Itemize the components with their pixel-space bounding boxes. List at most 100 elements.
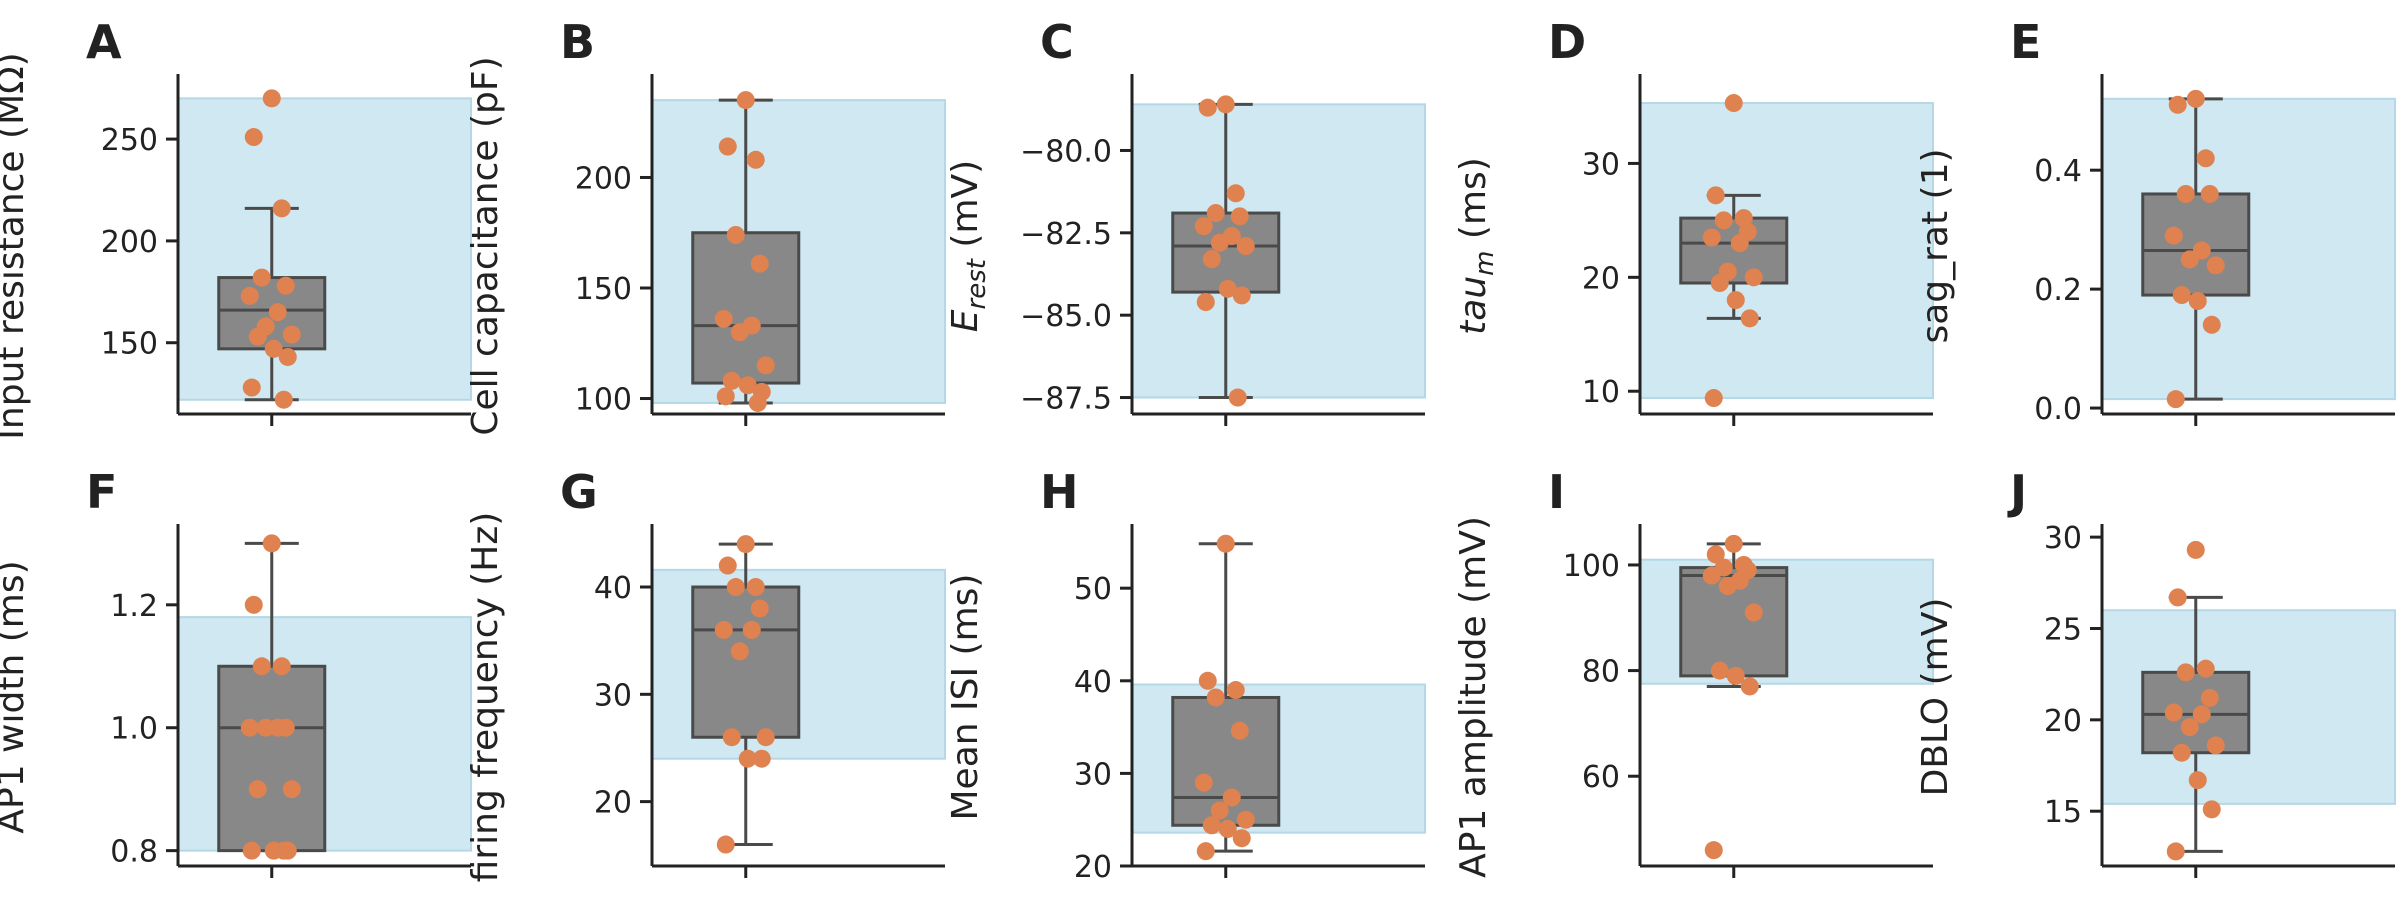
panel-e-point <box>2164 226 2183 245</box>
panel-f-point <box>272 657 291 676</box>
panel-b-point <box>730 323 749 342</box>
panel-j-y-axis-label: DBLO (mV) <box>1915 598 1956 797</box>
panel-a-point <box>276 276 295 295</box>
panel-e-point <box>2180 250 2199 269</box>
panel-c-point <box>1230 207 1249 226</box>
panel-c-point <box>1226 184 1245 203</box>
panel-g-point <box>722 728 741 747</box>
panel-d-point <box>1714 211 1733 230</box>
panel-d-y-tick-label: 10 <box>1582 375 1620 410</box>
panel-f-point <box>274 841 293 860</box>
panel-e-point <box>2186 89 2205 108</box>
panel-e-y-tick-label: 0.2 <box>2034 273 2082 308</box>
panel-g-y-tick-label: 40 <box>594 571 632 606</box>
panel-j-letter: J <box>2007 465 2027 519</box>
panel-e-point <box>2206 256 2225 275</box>
panel-a-point <box>282 325 301 344</box>
panel-d-point <box>1734 209 1753 228</box>
panel-f-point <box>282 780 301 799</box>
panel-g-y-tick-label: 30 <box>594 678 632 713</box>
panel-c-point <box>1198 98 1217 117</box>
panel-a-y-tick-label: 250 <box>101 123 158 158</box>
panel-h-point <box>1194 773 1213 792</box>
panel-a-point <box>244 128 263 147</box>
panel-h-box <box>1171 695 1281 827</box>
panel-a-point <box>242 378 261 397</box>
panel-c-point <box>1194 217 1213 236</box>
panel-a-point <box>268 303 287 322</box>
panel-f-y-axis-label: AP1 width (ms) <box>0 560 32 833</box>
panel-d-y-axis-label: taum (ms) <box>1453 157 1500 335</box>
panel-h-point <box>1196 842 1215 861</box>
panel-a-reference-band <box>177 97 472 401</box>
panel-h-point <box>1232 829 1251 848</box>
panel-a-point <box>240 286 259 305</box>
panel-e-y-tick-label: 0.0 <box>2034 392 2082 427</box>
panel-c-point <box>1218 279 1237 298</box>
panel-b-box <box>691 231 801 385</box>
panel-j-point <box>2180 718 2199 737</box>
panel-i-y-tick-label: 60 <box>1582 760 1620 795</box>
panel-i-point <box>1702 566 1721 585</box>
panel-h-point <box>1230 721 1249 740</box>
panel-b-letter: B <box>560 15 595 69</box>
panel-a-point <box>272 199 291 218</box>
panel-g-point <box>742 620 761 639</box>
panel-i-y-axis-label: AP1 amplitude (mV) <box>1453 516 1494 878</box>
panel-i-point <box>1724 534 1743 553</box>
panel-c-y-axis-label: Erest (mV) <box>945 160 992 332</box>
panel-j-point <box>2168 588 2187 607</box>
panel-e-point <box>2202 315 2221 334</box>
panel-a: 150 200 250 Input resistance (MΩ) A <box>0 15 472 440</box>
panel-h-y-axis-label: Mean ISI (ms) <box>945 574 986 821</box>
panel-g-point <box>736 535 755 554</box>
panel-i-point <box>1718 577 1737 596</box>
panel-j-point <box>2166 842 2185 861</box>
panel-h-y-tick-label: 30 <box>1074 757 1112 792</box>
panel-d-letter: D <box>1548 15 1586 69</box>
panel-c-point <box>1202 250 1221 269</box>
panel-g: 20 30 40 firing frequency (Hz) G <box>465 465 946 882</box>
panel-d-point <box>1702 228 1721 247</box>
panel-j-point <box>2172 743 2191 762</box>
panel-e-point <box>2176 184 2195 203</box>
panel-e-letter: E <box>2010 15 2041 69</box>
panel-c-point <box>1228 388 1247 407</box>
panel-j-point <box>2164 703 2183 722</box>
panel-g-point <box>738 749 757 768</box>
panel-i-point <box>1706 545 1725 564</box>
panel-a-point <box>262 89 281 108</box>
panel-f-y-tick-label: 1.0 <box>110 712 158 747</box>
panel-a-y-axis-label: Input resistance (MΩ) <box>0 52 32 439</box>
panel-f-point <box>252 657 271 676</box>
panel-c-y-tick-label: −85.0 <box>1020 299 1112 334</box>
panel-f-point <box>240 718 259 737</box>
panel-d-point <box>1706 186 1725 205</box>
panel-a-point <box>248 327 267 346</box>
panel-g-box <box>691 585 801 739</box>
panel-b-point <box>748 393 767 412</box>
panel-e-point <box>2196 149 2215 168</box>
panel-h-y-tick-label: 20 <box>1074 850 1112 885</box>
panel-b-point <box>726 225 745 244</box>
panel-h-point <box>1236 810 1255 829</box>
panel-i-point <box>1744 603 1763 622</box>
panel-c-point <box>1236 237 1255 255</box>
panel-f-box <box>217 664 327 853</box>
panel-j-y-tick-label: 15 <box>2044 795 2082 830</box>
panel-d-y-tick-label: 20 <box>1582 261 1620 296</box>
panel-c-point <box>1206 204 1225 223</box>
panel-b-point <box>716 387 735 406</box>
panel-f-point <box>248 780 267 799</box>
panel-i-y-tick-label: 80 <box>1582 655 1620 690</box>
panel-j-point <box>2206 736 2225 755</box>
panel-b-point <box>746 150 765 169</box>
panel-c-point <box>1196 293 1215 311</box>
panel-h-point <box>1218 819 1237 838</box>
panel-g-point <box>752 749 771 768</box>
panel-b-y-tick-label: 150 <box>575 272 632 307</box>
panel-i-point <box>1710 661 1729 680</box>
panel-a-y-tick-label: 200 <box>101 225 158 260</box>
panel-d-point <box>1726 291 1745 310</box>
